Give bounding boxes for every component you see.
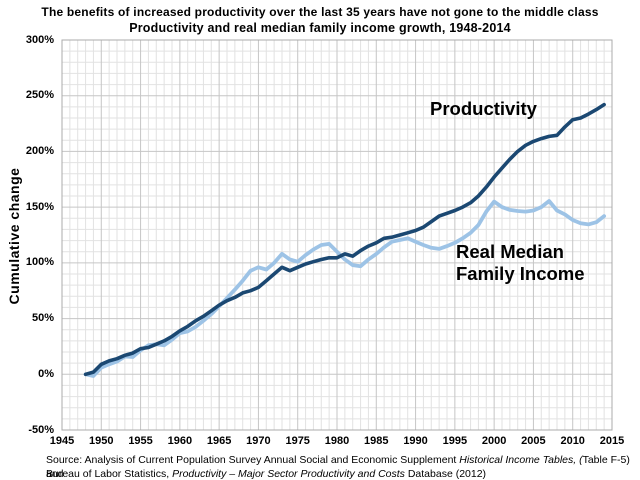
y-tick-label: 150% [25, 200, 54, 213]
x-tick-label: 1965 [206, 435, 232, 447]
x-tick-label: 2000 [481, 435, 507, 447]
y-tick-label: -50% [28, 423, 54, 436]
income-line [83, 199, 606, 378]
x-tick-label: 1955 [128, 435, 153, 447]
x-tick-label: 1975 [285, 435, 310, 447]
income-series-label: Real Median Family Income [456, 241, 585, 285]
y-tick-label: 300% [25, 33, 54, 46]
productivity-series-label: Productivity [430, 98, 537, 119]
x-tick-label: 1995 [442, 435, 468, 447]
x-tick-label: 1945 [49, 435, 75, 447]
y-tick-label: 0% [38, 367, 54, 380]
chart-subtitle: Productivity and real median family inco… [129, 21, 511, 35]
x-tick-label: 1985 [364, 435, 389, 447]
plot-border [61, 39, 613, 431]
x-tick-label: 1990 [403, 435, 428, 447]
x-tick-label: 1960 [167, 435, 193, 447]
x-tick-label: 1970 [246, 435, 271, 447]
x-tick-label: 1950 [89, 435, 114, 447]
income-series-label-line2: Family Income [456, 263, 585, 284]
y-tick-label: 200% [25, 144, 54, 157]
x-tick-label: 2015 [599, 435, 625, 447]
y-tick-label: 250% [25, 89, 54, 102]
chart-title: The benefits of increased productivity o… [41, 5, 599, 19]
productivity-line [83, 102, 606, 377]
income-series-label-line1: Real Median [456, 241, 564, 262]
y-tick-label: 50% [31, 312, 54, 325]
source-note-line1: Source: Analysis of Current Population S… [46, 454, 630, 480]
x-tick-label: 2005 [521, 435, 546, 447]
source-note-line2: Bureau of Labor Statistics, Productivity… [46, 468, 487, 480]
y-tick-label: 100% [25, 256, 54, 269]
x-tick-label: 2010 [560, 435, 585, 447]
x-tick-label: 1980 [324, 435, 350, 447]
